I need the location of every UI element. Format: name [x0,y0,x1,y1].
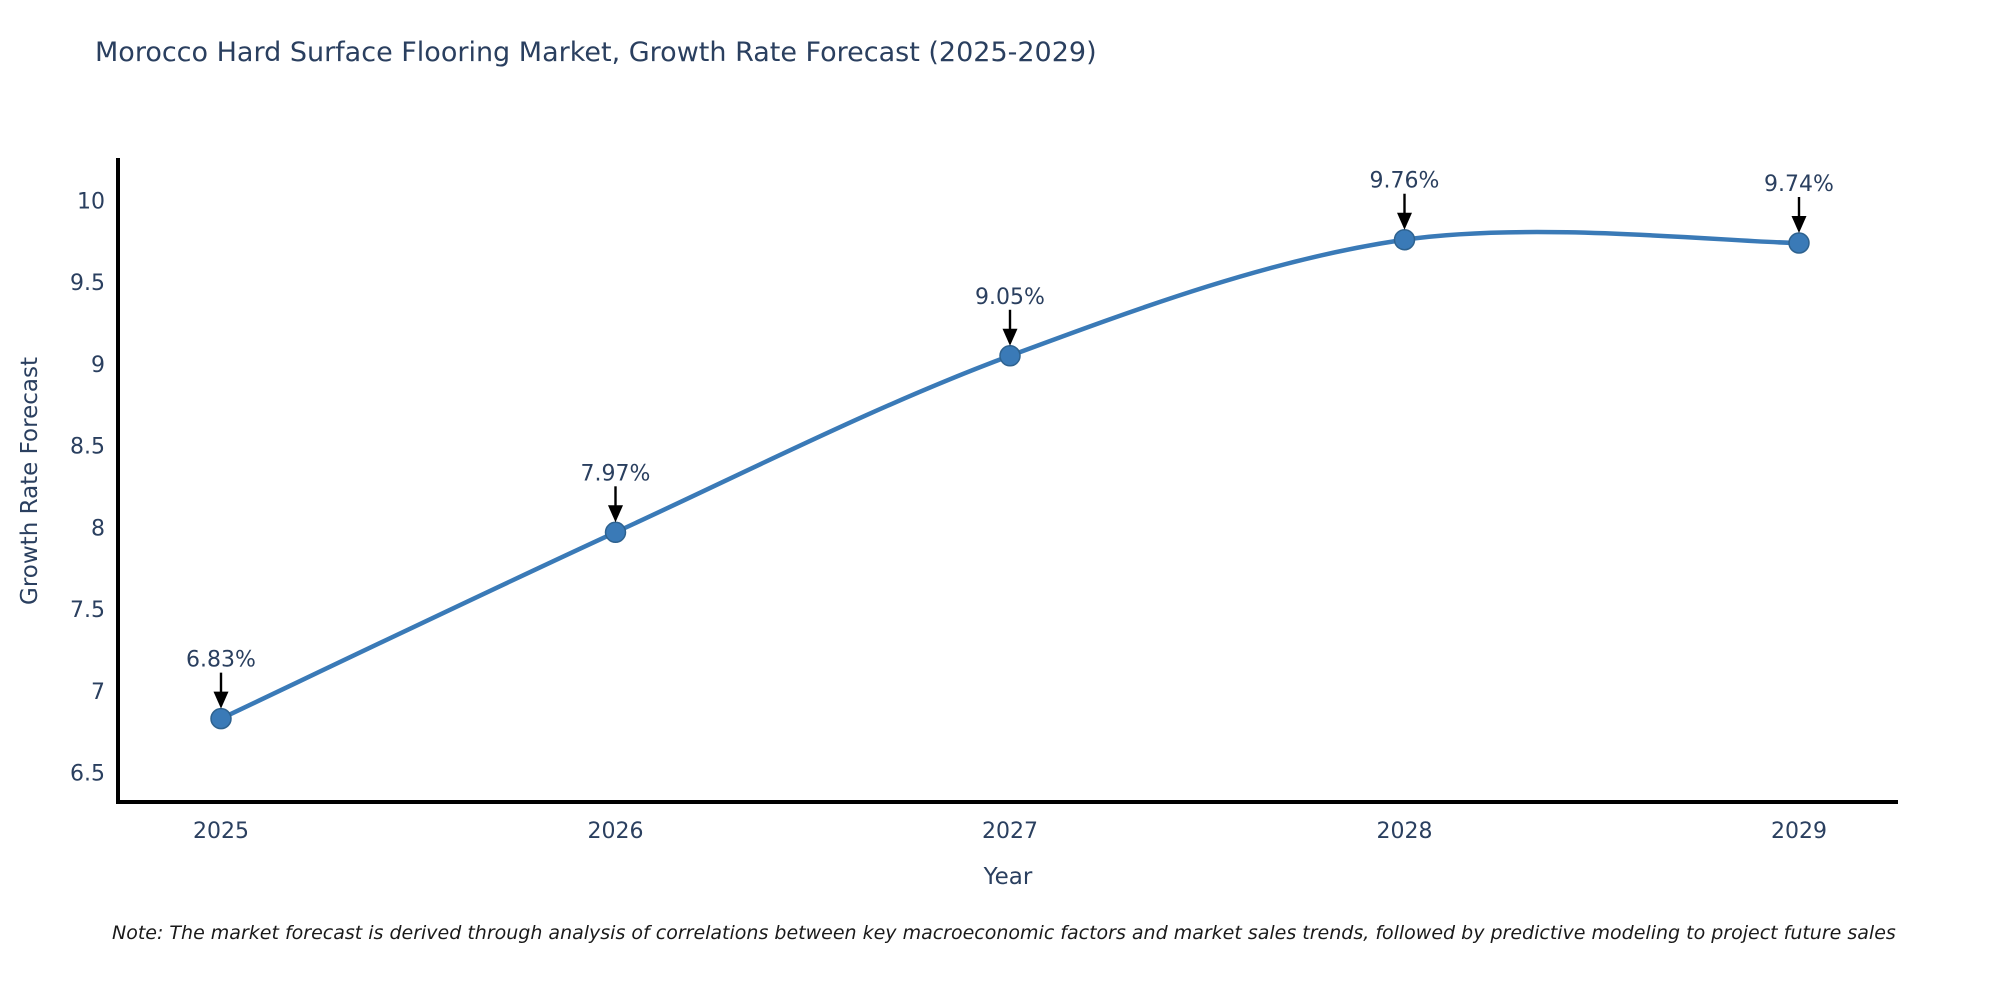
annotation-arrow-head [213,691,229,709]
y-tick-label: 10 [77,189,105,214]
data-point-marker [1393,228,1416,251]
y-tick-label: 7 [91,680,105,705]
point-label: 9.76% [1370,169,1440,194]
data-point-marker [604,521,627,544]
annotation-arrow-head [1791,215,1807,233]
point-label: 7.97% [581,461,651,486]
y-tick-label: 9 [91,353,105,378]
x-axis-title: Year [983,864,1033,890]
y-axis-title: Growth Rate Forecast [17,357,43,605]
x-tick-label: 2028 [1377,819,1433,844]
x-tick-label: 2026 [588,819,644,844]
note-text: Note: The market forecast is derived thr… [112,922,1896,944]
point-label: 9.05% [975,285,1045,310]
x-tick-label: 2029 [1771,819,1827,844]
y-tick-label: 6.5 [70,762,105,787]
data-point-marker [999,345,1021,367]
y-tick-label: 9.5 [70,271,105,296]
x-tick-label: 2027 [982,819,1038,844]
y-tick-label: 7.5 [70,598,105,623]
point-label: 6.83% [186,648,256,673]
annotation-arrow-head [608,505,623,523]
y-tick-label: 8 [91,516,105,541]
y-tick-label: 8.5 [70,435,105,460]
point-label: 9.74% [1764,172,1834,197]
data-point-marker [210,707,232,730]
annotation-arrow-head [1002,328,1018,346]
chart-title: Morocco Hard Surface Flooring Market, Gr… [95,37,1097,68]
x-tick-label: 2025 [193,819,249,844]
data-point-marker [1788,232,1810,254]
axis-lines [116,158,1898,804]
annotation-arrow-head [1397,212,1412,230]
